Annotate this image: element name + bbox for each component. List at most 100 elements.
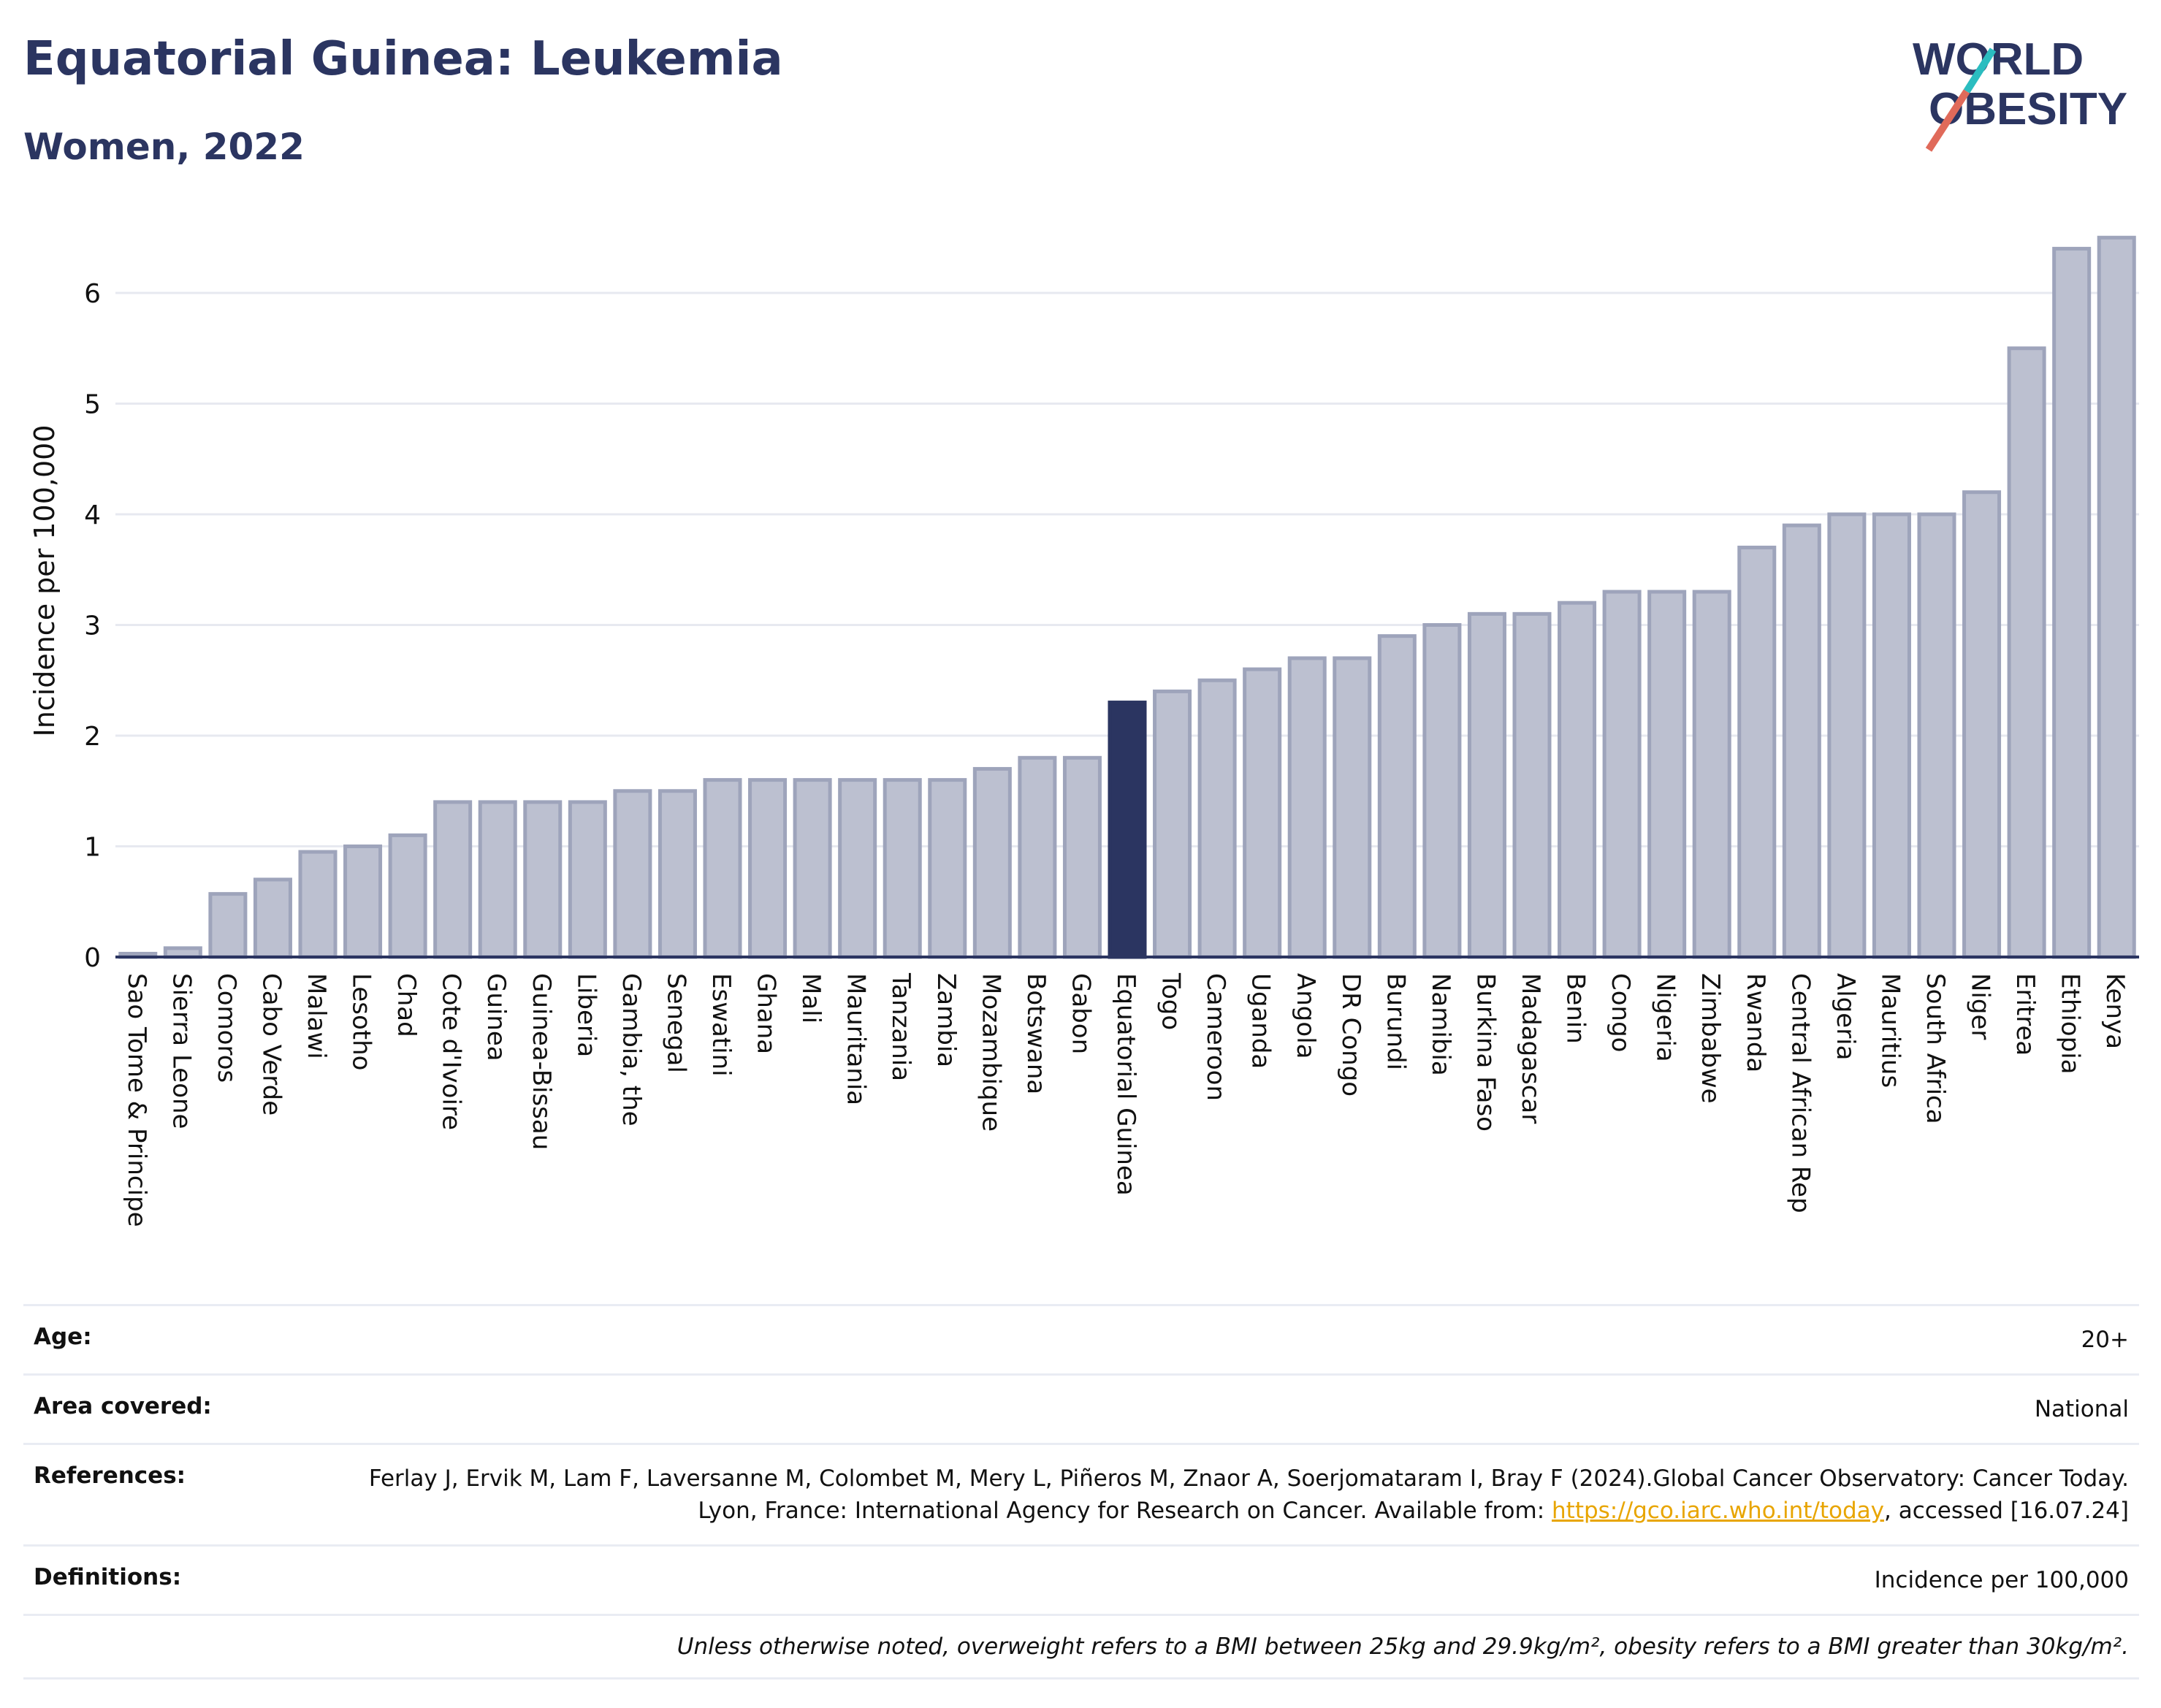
x-tick-label: Botswana bbox=[1021, 973, 1051, 1094]
bar bbox=[2052, 246, 2092, 959]
x-tick-label: Malawi bbox=[302, 973, 331, 1059]
bmi-note: Unless otherwise noted, overweight refer… bbox=[676, 1633, 2129, 1660]
x-tick-label: South Africa bbox=[1921, 973, 1950, 1124]
x-tick-label: Cote d'Ivoire bbox=[437, 973, 466, 1130]
references-label: References: bbox=[34, 1463, 186, 1489]
x-tick-label: Ghana bbox=[752, 973, 781, 1054]
world-obesity-logo: WORLD OBESITY bbox=[1913, 34, 2127, 152]
bar bbox=[343, 845, 383, 959]
x-tick-label: Uganda bbox=[1246, 973, 1276, 1069]
x-tick-label: Benin bbox=[1561, 973, 1590, 1044]
x-tick-label: Burkina Faso bbox=[1471, 973, 1500, 1132]
bar bbox=[2007, 346, 2046, 959]
bar bbox=[838, 778, 877, 959]
bar bbox=[1962, 490, 2002, 959]
x-tick-label: Namibia bbox=[1426, 973, 1455, 1076]
x-tick-label: Central African Rep bbox=[1785, 973, 1815, 1213]
x-tick-label: Gabon bbox=[1066, 973, 1095, 1054]
chart-bars bbox=[118, 235, 2136, 959]
y-tick-label: 0 bbox=[84, 943, 101, 973]
bar bbox=[2097, 235, 2136, 959]
bar bbox=[1018, 755, 1057, 959]
bar bbox=[1062, 755, 1102, 959]
bar bbox=[478, 800, 517, 959]
x-tick-label: Comoros bbox=[212, 973, 241, 1083]
x-tick-label: Angola bbox=[1291, 973, 1320, 1059]
bar bbox=[253, 877, 292, 959]
bar bbox=[523, 800, 563, 959]
bar bbox=[1602, 590, 1642, 959]
y-tick-label: 3 bbox=[84, 611, 101, 641]
x-tick-label: Lesotho bbox=[347, 973, 376, 1070]
bar bbox=[1647, 590, 1687, 959]
x-tick-label: Sierra Leone bbox=[167, 973, 196, 1129]
x-tick-label: Nigeria bbox=[1651, 973, 1680, 1062]
x-tick-label: Equatorial Guinea bbox=[1111, 973, 1140, 1196]
x-tick-label: Mali bbox=[796, 973, 826, 1023]
logo-slash-teal bbox=[1963, 47, 1997, 94]
x-tick-label: Zimbabwe bbox=[1696, 973, 1725, 1104]
bar bbox=[1153, 689, 1192, 959]
bar bbox=[793, 778, 832, 959]
y-tick-labels: 0 1 2 3 4 5 6 bbox=[84, 279, 101, 973]
bar bbox=[883, 778, 922, 959]
age-row: Age: 20+ bbox=[23, 1304, 2139, 1373]
definitions-value: Incidence per 100,000 bbox=[1874, 1567, 2129, 1593]
bar bbox=[928, 778, 967, 959]
area-value: National bbox=[2034, 1396, 2129, 1422]
bar bbox=[1243, 667, 1282, 959]
y-tick-label: 5 bbox=[84, 390, 101, 420]
age-label: Age: bbox=[34, 1324, 92, 1350]
x-tick-label: Senegal bbox=[661, 973, 690, 1073]
bar bbox=[1872, 512, 1911, 959]
x-tick-label: Gambia, the bbox=[617, 973, 646, 1126]
x-tick-label: Chad bbox=[392, 973, 421, 1037]
x-tick-label: Burundi bbox=[1381, 973, 1410, 1070]
x-tick-labels: Sao Tome & Principe Sierra Leone Comoros Ca… bbox=[122, 972, 2130, 1227]
area-label: Area covered: bbox=[34, 1393, 212, 1419]
x-tick-label: Zambia bbox=[931, 973, 961, 1067]
logo-line-1: WORLD bbox=[1913, 34, 2084, 85]
bar bbox=[1377, 634, 1417, 959]
x-tick-label: Madagascar bbox=[1516, 973, 1545, 1124]
y-axis-label: Incidence per 100,000 bbox=[28, 424, 61, 736]
bar bbox=[703, 778, 742, 959]
x-tick-label: Eswatini bbox=[706, 973, 736, 1077]
info-table: Age: 20+ Area covered: National Referenc… bbox=[23, 1304, 2139, 1680]
x-tick-label: Niger bbox=[1966, 973, 1995, 1040]
x-tick-label: Guinea-Bissau bbox=[527, 973, 556, 1150]
x-tick-label: Tanzania bbox=[886, 972, 915, 1081]
page-subtitle: Women, 2022 bbox=[23, 126, 305, 168]
bar bbox=[613, 789, 652, 959]
x-tick-label: Congo bbox=[1606, 973, 1635, 1052]
bar bbox=[1512, 611, 1552, 959]
area-row: Area covered: National bbox=[23, 1373, 2139, 1443]
x-tick-label: Mauritius bbox=[1875, 973, 1905, 1088]
x-tick-label: Liberia bbox=[571, 973, 601, 1057]
definitions-row: Definitions: Incidence per 100,000 bbox=[23, 1544, 2139, 1614]
references-link[interactable]: https://gco.iarc.who.int/today bbox=[1552, 1498, 1884, 1524]
bar bbox=[748, 778, 788, 959]
bar bbox=[1692, 590, 1731, 959]
bar bbox=[1197, 678, 1237, 959]
age-value: 20+ bbox=[2081, 1327, 2129, 1353]
bar bbox=[1737, 545, 1777, 959]
x-tick-label: Rwanda bbox=[1741, 973, 1770, 1072]
y-tick-label: 4 bbox=[84, 500, 101, 530]
page-title: Equatorial Guinea: Leukemia bbox=[23, 32, 783, 86]
x-tick-label: Ethiopia bbox=[2056, 973, 2085, 1074]
bar bbox=[1782, 523, 1821, 959]
bar bbox=[658, 789, 697, 959]
x-tick-label: Guinea bbox=[481, 973, 511, 1061]
bar bbox=[388, 833, 427, 959]
bar bbox=[568, 800, 607, 959]
references-row: References: Ferlay J, Ervik M, Lam F, La… bbox=[23, 1443, 2139, 1544]
x-tick-label: Togo bbox=[1156, 972, 1186, 1030]
x-tick-label: Cabo Verde bbox=[256, 973, 286, 1116]
bar-chart: 0 1 2 3 4 5 6 Sao Tome & Principe Sierra Leone C… bbox=[28, 235, 2139, 1227]
x-tick-label: Sao Tome & Principe bbox=[122, 973, 151, 1227]
x-tick-label: Mozambique bbox=[976, 973, 1005, 1132]
references-text: Ferlay J, Ervik M, Lam F, Laversanne M, … bbox=[368, 1465, 2129, 1524]
bar bbox=[1467, 611, 1506, 959]
note-row: Unless otherwise noted, overweight refer… bbox=[23, 1614, 2139, 1680]
